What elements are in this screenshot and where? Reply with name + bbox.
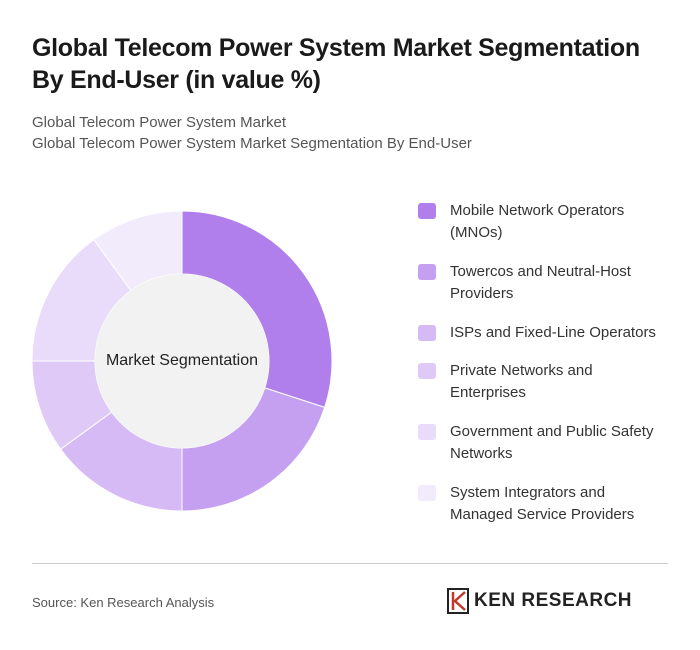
legend-label: Private Networks and Enterprises [450, 362, 593, 401]
legend-swatch [418, 424, 436, 440]
legend-swatch [418, 203, 436, 219]
chart-title: Global Telecom Power System Market Segme… [32, 34, 640, 94]
source: Source: Ken Research Analysis [32, 595, 215, 610]
legend-swatch [418, 264, 436, 280]
legend-item: Government and Public Safety Networks [418, 421, 668, 465]
legend-item: System Integrators and Managed Service P… [418, 482, 668, 526]
legend-label: Government and Public Safety Networks [450, 423, 654, 462]
legend-item: Mobile Network Operators (MNOs) [418, 200, 668, 244]
subtitle: Global Telecom Power System Market [32, 114, 286, 131]
donut-center [95, 274, 269, 448]
divider [32, 563, 668, 564]
subtitle: Global Telecom Power System Market Segme… [32, 135, 472, 152]
legend-swatch [418, 363, 436, 379]
legend-item: Towercos and Neutral-Host Providers [418, 261, 668, 305]
legend-swatch [418, 325, 436, 341]
legend-swatch [418, 485, 436, 501]
legend-item: ISPs and Fixed-Line Operators [418, 322, 668, 344]
legend-item: Private Networks and Enterprises [418, 360, 668, 404]
center-label: Market Segmentation [106, 352, 258, 369]
brand: KEN RESEARCH [474, 590, 633, 611]
legend-label: Mobile Network Operators (MNOs) [450, 202, 625, 241]
legend-label: Towercos and Neutral-Host Providers [450, 263, 631, 302]
legend-label: System Integrators and Managed Service P… [450, 484, 635, 523]
legend-label: ISPs and Fixed-Line Operators [450, 324, 656, 341]
